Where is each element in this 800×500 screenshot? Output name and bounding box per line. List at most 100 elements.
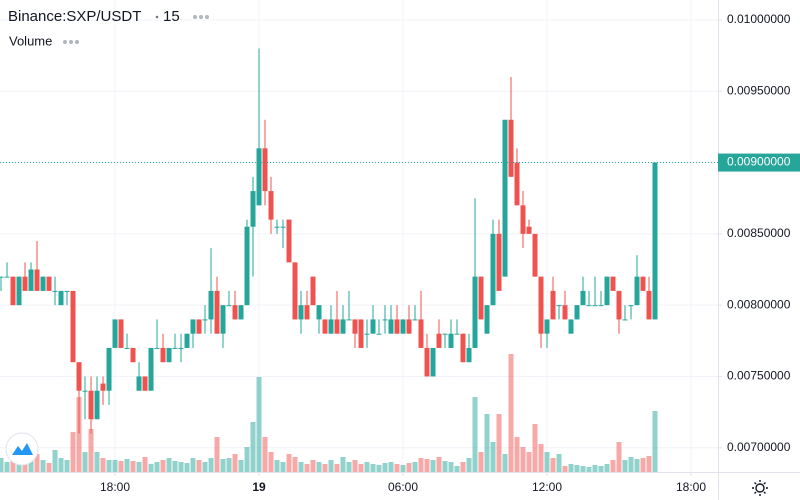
volume-bar: [526, 452, 532, 472]
volume-bar: [604, 464, 610, 472]
candle-body: [478, 276, 484, 320]
candle-body: [22, 276, 28, 291]
volume-bar: [268, 452, 274, 472]
volume-bar: [34, 454, 40, 472]
volume-bar: [160, 460, 166, 472]
volume-bar: [616, 442, 622, 472]
volume-bar: [484, 414, 490, 472]
volume-bar: [406, 463, 412, 472]
candle-body: [196, 319, 202, 334]
volume-bar: [328, 460, 334, 472]
volume-bar: [634, 459, 640, 472]
candle-body: [454, 333, 460, 335]
volume-bar: [244, 447, 250, 472]
volume-bar: [28, 458, 34, 472]
volume-bar: [640, 458, 646, 472]
volume-bar: [538, 444, 544, 472]
volume-bar: [586, 467, 592, 472]
candle-body: [202, 319, 208, 321]
candle-body: [622, 319, 628, 321]
candle-body: [364, 333, 370, 335]
volume-bar: [10, 460, 16, 472]
volume-bar: [520, 447, 526, 472]
y-tick-label: 0.00700000: [727, 440, 791, 454]
candle-body: [520, 205, 526, 234]
candle-body: [34, 269, 40, 291]
candle-body: [16, 276, 22, 306]
candle-body: [586, 305, 592, 307]
volume-bar: [40, 460, 46, 472]
candle-body: [94, 390, 100, 420]
volume-bar: [208, 458, 214, 472]
x-tick-label: 06:00: [388, 480, 418, 494]
interval[interactable]: 15: [163, 8, 180, 25]
candle-body: [238, 305, 244, 320]
menu-dots[interactable]: [193, 15, 209, 19]
volume-bar: [166, 458, 172, 472]
candle-body: [256, 148, 262, 206]
volume-bar: [100, 458, 106, 472]
volume-bar: [370, 464, 376, 472]
candle-body: [100, 383, 106, 391]
volume-bar: [496, 414, 502, 472]
candle-body: [574, 305, 580, 320]
candle-body: [640, 276, 646, 291]
volume-bar: [466, 458, 472, 472]
candle-body: [130, 347, 136, 363]
candle-body: [184, 333, 190, 348]
volume-bar: [238, 460, 244, 472]
volume-bar: [214, 437, 220, 472]
volume-pane: [0, 354, 658, 472]
volume-bar: [628, 457, 634, 472]
settings-icon[interactable]: [752, 480, 768, 496]
candle-body: [442, 333, 448, 335]
symbol-title[interactable]: Binance:SXP/USDT: [8, 8, 141, 25]
volume-bar: [4, 462, 10, 472]
candle-body: [304, 305, 310, 320]
candle-body: [148, 347, 154, 391]
candle-body: [166, 347, 172, 363]
volume-bar: [400, 465, 406, 472]
volume-bar: [64, 460, 70, 472]
volume-bar: [310, 460, 316, 472]
volume-bar: [352, 460, 358, 472]
candle-body: [562, 305, 568, 320]
candle-body: [142, 376, 148, 391]
candle-body: [214, 290, 220, 334]
candle-body: [448, 333, 454, 348]
y-tick-label: 0.00750000: [727, 369, 791, 383]
candle-body: [250, 191, 256, 227]
candle-body: [550, 290, 556, 320]
candle-body: [508, 119, 514, 177]
x-tick-label: 12:00: [532, 480, 562, 494]
logo[interactable]: [5, 432, 39, 466]
volume-bar: [376, 465, 382, 472]
candle-body: [298, 305, 304, 320]
volume-bar: [292, 457, 298, 472]
volume-menu-dots[interactable]: [63, 40, 79, 44]
candle-body: [316, 305, 322, 320]
volume-bar: [130, 461, 136, 472]
volume-bar: [178, 462, 184, 472]
candle-body: [4, 276, 10, 278]
volume-bar: [430, 460, 436, 472]
candle-body: [160, 347, 166, 363]
candle-body: [580, 290, 586, 306]
volume-label[interactable]: Volume: [9, 33, 52, 48]
candle-body: [400, 319, 406, 334]
candle-body: [334, 319, 340, 334]
volume-bar: [58, 458, 64, 472]
x-tick-label: 19: [252, 480, 266, 494]
volume-bar: [190, 458, 196, 472]
candle-body: [352, 319, 358, 334]
candle-body: [646, 290, 652, 320]
candle-body: [358, 319, 364, 348]
candle-body: [598, 305, 604, 307]
candles: [0, 48, 658, 434]
volume-bar: [568, 464, 574, 472]
candle-body: [58, 290, 64, 306]
candle-body: [178, 347, 184, 349]
volume-bar: [70, 432, 76, 472]
candle-body: [52, 290, 58, 292]
